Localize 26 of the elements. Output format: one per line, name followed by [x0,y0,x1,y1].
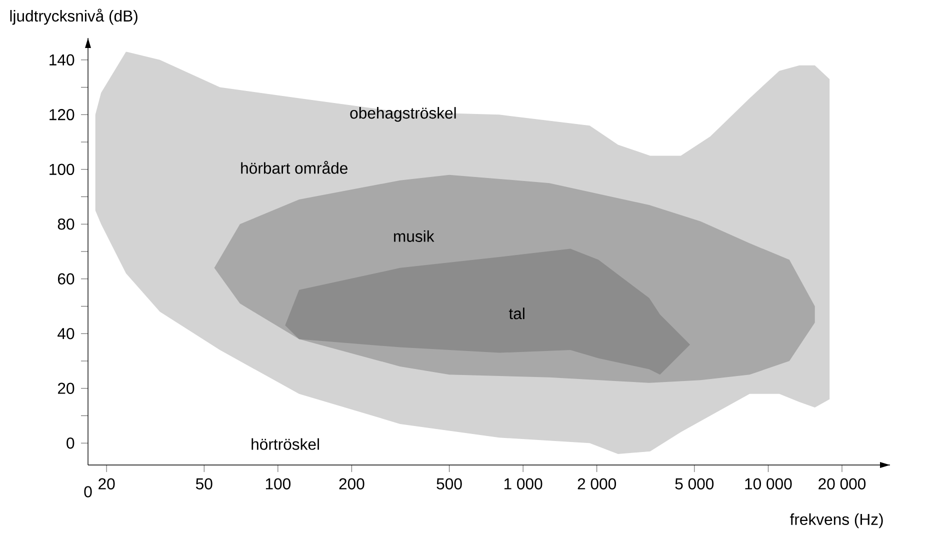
annotation: obehagströskel [350,107,456,122]
y-tick-label: 140 [50,54,74,66]
x-tick-label: 200 [339,478,364,490]
x-axis-title: frekvens (Hz) [790,513,883,528]
x-tick-label: 500 [436,478,462,490]
x-tick-label: 100 [266,478,291,490]
text: 0 [84,486,92,498]
annotation: hörtröskel [252,438,319,450]
x-tick-label: 5 000 [675,478,714,490]
y-tick-label: 100 [50,164,74,175]
x-tick-label: 10 000 [745,478,792,490]
y-tick-label: 0 [66,437,74,449]
x-tick-label: 50 [196,478,212,490]
y-tick-label: 40 [58,328,74,340]
x-tick-label: 1 000 [504,478,542,490]
annotation: musik [394,230,434,242]
x-tick-label: 2 000 [578,478,616,490]
annotation: tal [508,308,524,320]
y-tick-label: 60 [58,273,74,284]
y-axis-title: ljudtrycksnivå (dB) [10,8,138,25]
x-tick-label: 20 000 [818,478,866,490]
x-tick-label: 20 [98,478,115,490]
y-tick-label: 20 [58,382,74,394]
annotation: hörbart område [241,160,348,174]
y-tick-label: 120 [50,109,74,120]
y-tick-label: 80 [58,218,74,230]
